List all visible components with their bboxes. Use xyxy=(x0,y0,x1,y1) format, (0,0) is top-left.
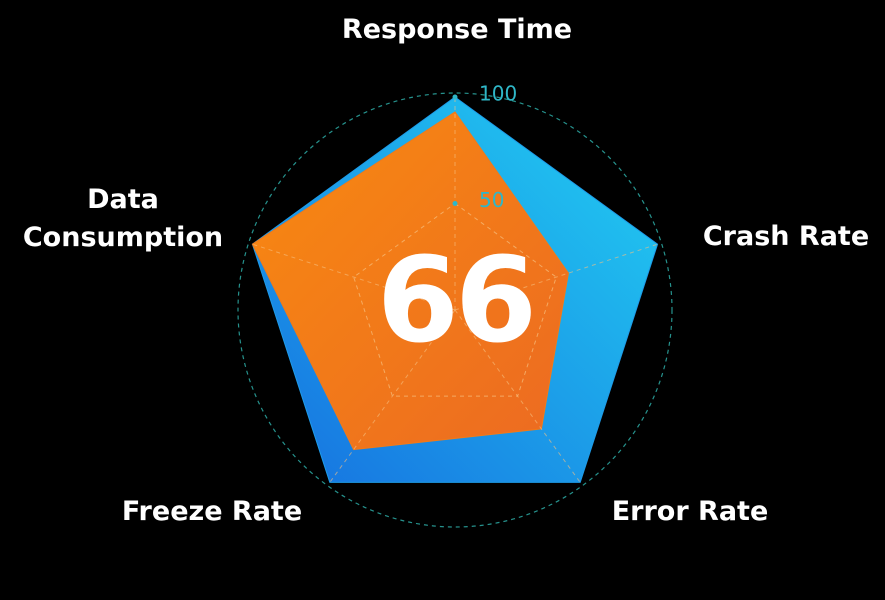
axis-label: Crash Rate xyxy=(702,221,870,252)
axis-label: Response Time xyxy=(341,14,573,45)
r-tick-label: 50 xyxy=(479,188,504,212)
r-tick-dot xyxy=(452,201,458,206)
axis-label: Freeze Rate xyxy=(121,496,303,527)
spoke xyxy=(454,309,581,483)
radar-area xyxy=(251,111,569,451)
r-tick-dot xyxy=(452,94,458,100)
spoke xyxy=(329,309,456,483)
center-score: 66 xyxy=(376,231,537,369)
spoke xyxy=(454,243,658,311)
r-tick-label: 100 xyxy=(479,82,517,106)
grid-circle xyxy=(237,92,673,528)
spoke xyxy=(252,243,456,311)
axis-label: Error Rate xyxy=(611,496,769,527)
axis-label: Data Consumption xyxy=(22,184,224,253)
grid-line xyxy=(353,202,557,397)
